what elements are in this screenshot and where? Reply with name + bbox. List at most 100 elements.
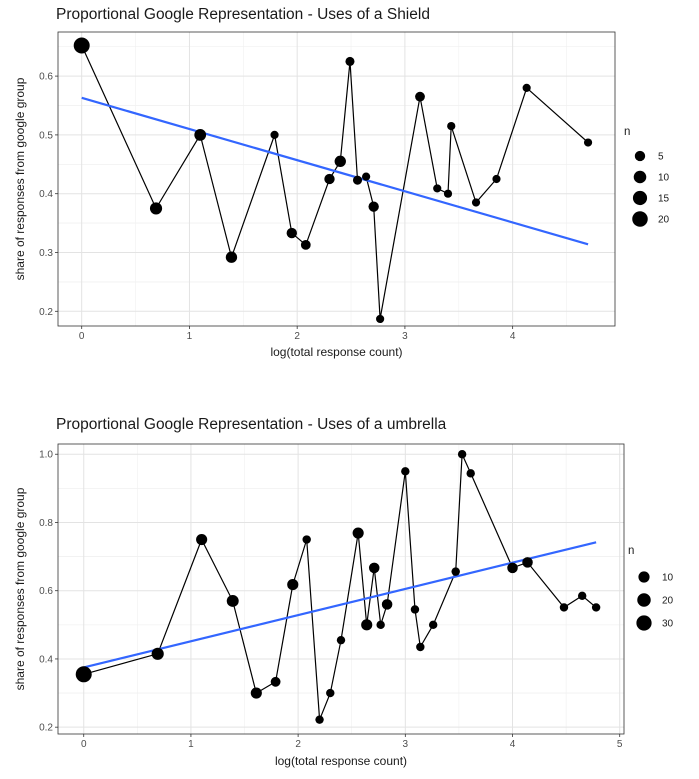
data-point [315,715,324,724]
data-point [507,562,518,574]
data-point [492,174,501,184]
x-tick-label: 2 [295,739,301,750]
data-point [471,198,481,207]
legend-key [632,211,648,227]
legend-key [633,170,647,184]
data-point [75,666,92,683]
data-point [433,184,442,193]
data-point [443,189,453,198]
plot-panel [58,444,624,734]
umbrella-chart: Proportional Google Representation - Use… [0,410,699,779]
plot-panel [58,32,615,326]
x-tick-label: 4 [510,331,516,342]
x-tick-label: 5 [617,739,623,750]
data-point [352,175,363,185]
plot-border [57,31,616,327]
data-point [362,172,371,181]
legend-label: 10 [662,573,674,584]
x-tick-label: 4 [510,739,516,750]
y-tick-label: 0.2 [39,307,53,318]
data-point [336,635,346,645]
x-tick-label: 1 [187,331,193,342]
y-tick-label: 0.6 [39,586,53,597]
y-axis-title: share of responses from google group [13,77,27,280]
data-point [345,56,355,66]
legend-label: 20 [658,215,670,226]
data-point [447,121,456,131]
y-tick-label: 1.0 [39,450,53,461]
data-point [415,91,425,102]
data-point [151,647,164,660]
legend-label: 30 [662,619,674,630]
data-point [270,130,279,139]
data-point [226,594,239,607]
data-point [361,619,373,631]
x-tick-label: 1 [188,739,194,750]
legend-label: 15 [658,194,670,205]
data-point [410,605,420,614]
y-tick-label: 0.3 [39,248,53,259]
x-tick-label: 2 [294,331,300,342]
data-point [466,469,475,478]
legend-key [634,150,646,162]
x-tick-label: 0 [79,331,85,342]
umbrella-plot-svg: 0 1 2 3 4 5 0.2 0.4 0.6 0.8 1.0 log(total response … [13,443,674,768]
legend-key [637,593,651,607]
data-point [401,467,410,476]
data-point [302,535,311,544]
y-tick-label: 0.2 [39,723,53,734]
y-tick-label: 0.4 [39,189,53,200]
x-tick-label: 3 [403,739,409,750]
legend-title: n [624,126,630,138]
legend-label: 20 [662,596,674,607]
data-point [559,603,569,612]
data-point [416,642,425,652]
data-point [381,599,393,610]
data-point [457,450,467,459]
data-point [334,155,346,168]
x-tick-label: 3 [402,331,408,342]
x-tick-label: 0 [81,739,87,750]
data-point [149,202,163,215]
y-tick-label: 0.8 [39,518,53,529]
legend-key [636,615,652,631]
data-point [368,201,379,212]
data-point [376,620,385,630]
legend-label: 10 [658,173,670,184]
shield-chart: Proportional Google Representation - Use… [0,0,699,370]
data-point [225,251,238,263]
data-point [591,603,601,612]
y-tick-label: 0.6 [39,72,53,83]
data-point [300,239,311,250]
data-point [522,557,533,568]
data-point [428,620,438,630]
data-point [324,173,335,185]
data-point [326,688,335,698]
data-point [73,37,90,54]
data-point [286,227,297,239]
data-point [194,129,207,141]
x-axis-title: log(total response count) [270,345,402,359]
data-point [250,687,262,699]
legend-title: n [628,545,634,557]
legend-key [632,190,648,206]
data-point [196,533,208,546]
chart-title: Proportional Google Representation - Use… [56,6,430,23]
legend-label: 5 [658,152,664,163]
y-tick-label: 0.5 [39,130,53,141]
trend-line [81,96,589,246]
chart-title: Proportional Google Representation - Use… [56,416,447,433]
y-tick-label: 0.4 [39,654,53,665]
data-point [368,562,380,574]
data-point [451,567,460,576]
data-point [583,138,593,147]
data-point [577,591,587,601]
data-point [522,83,531,92]
data-point [376,314,385,324]
legend-key [638,571,650,583]
data-point [352,527,364,539]
plot-border [57,443,625,735]
data-point [270,676,281,687]
shield-plot-svg: 0 1 2 3 4 0.2 0.3 0.4 0.5 0.6 log(total response c… [13,31,670,359]
data-point [287,578,299,591]
